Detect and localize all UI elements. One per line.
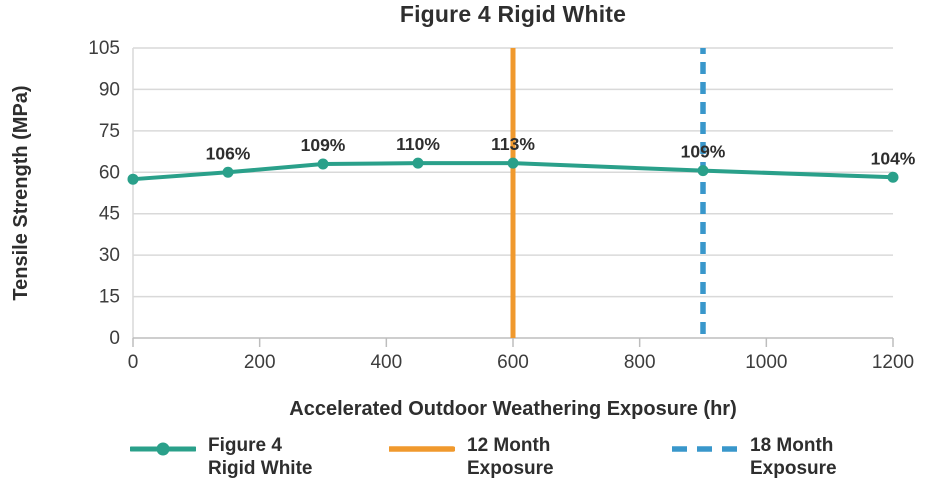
legend-swatch-line-dot-icon <box>130 442 196 456</box>
data-point-label: 106% <box>206 143 251 163</box>
y-tick-label: 15 <box>99 287 120 308</box>
x-tick-label: 1000 <box>745 352 787 373</box>
y-tick-label: 90 <box>99 79 120 100</box>
y-tick-label: 30 <box>99 245 120 266</box>
y-tick-label: 75 <box>99 121 120 142</box>
legend-label: 12 Month Exposure <box>467 434 554 480</box>
plot-area: 106% 109% 110% 113% 109% 104% 0 15 30 45 60 75 90 105… <box>10 38 916 420</box>
data-point-marker <box>412 157 424 169</box>
y-tick-label: 0 <box>109 328 120 349</box>
data-point-marker <box>317 158 329 170</box>
data-point-marker <box>697 165 709 177</box>
data-point-label: 109% <box>301 135 346 155</box>
x-tick-label: 600 <box>497 352 529 373</box>
legend-swatch-solid-line-icon <box>389 446 455 452</box>
data-point-label: 113% <box>491 134 535 154</box>
x-axis-title: Accelerated Outdoor Weathering Exposure … <box>289 398 737 420</box>
x-tick-label: 400 <box>370 352 402 373</box>
x-tick-label: 800 <box>624 352 656 373</box>
data-point-label: 110% <box>396 134 440 154</box>
legend-swatch-dashed-line-icon <box>672 446 737 452</box>
y-tick-label: 45 <box>99 204 120 225</box>
data-point-label: 104% <box>871 148 916 168</box>
data-point-marker <box>222 166 234 178</box>
legend-label-line1: 12 Month <box>467 435 551 456</box>
x-tick-label: 200 <box>244 352 276 373</box>
legend-item-12-month-exposure: 12 Month Exposure <box>389 434 554 480</box>
legend-dot-icon <box>156 442 170 456</box>
data-point-marker <box>127 173 139 185</box>
y-axis-title: Tensile Strength (MPa) <box>10 85 32 300</box>
legend-label-line1: Figure 4 <box>208 435 282 456</box>
legend-label-line2: Rigid White <box>208 458 313 479</box>
legend-label-line1: 18 Month <box>750 435 834 456</box>
legend-item-18-month-exposure: 18 Month Exposure <box>672 434 837 480</box>
data-point-marker <box>507 157 519 169</box>
legend-label-line2: Exposure <box>467 458 554 479</box>
data-point-label: 109% <box>681 142 726 162</box>
y-tick-label: 105 <box>88 38 120 59</box>
chart-title: Figure 4 Rigid White <box>399 1 627 27</box>
legend-item-figure4-rigid-white: Figure 4 Rigid White <box>130 434 312 480</box>
x-tick-label: 0 <box>128 352 139 373</box>
legend-label: 18 Month Exposure <box>750 434 837 480</box>
data-point-marker <box>887 171 899 183</box>
legend-label: Figure 4 Rigid White <box>208 434 312 480</box>
y-tick-label: 60 <box>99 162 120 183</box>
x-tick-label: 1200 <box>872 352 914 373</box>
legend-label-line2: Exposure <box>750 458 837 479</box>
legend: Figure 4 Rigid White 12 Month Exposure 1… <box>0 434 940 494</box>
